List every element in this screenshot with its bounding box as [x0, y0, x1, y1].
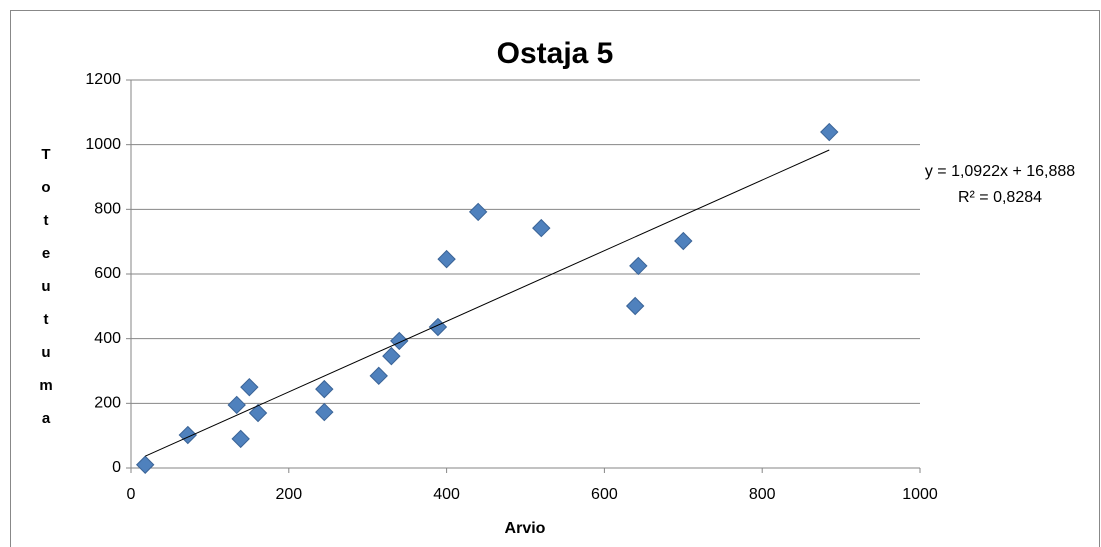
data-point — [437, 249, 456, 269]
data-point — [315, 379, 334, 399]
data-point — [382, 346, 401, 366]
data-point — [227, 395, 246, 415]
data-point — [390, 331, 409, 351]
y-tick-label: 0 — [112, 459, 121, 476]
y-tick-label: 1000 — [85, 136, 121, 153]
trendline-equation: y = 1,0922x + 16,888 — [925, 163, 1075, 180]
x-tick-label: 200 — [275, 486, 302, 503]
y-tick-label: 600 — [94, 265, 121, 282]
x-tick-label: 400 — [433, 486, 460, 503]
trendline — [144, 149, 830, 457]
y-tick-label: 200 — [94, 395, 121, 412]
chart-border — [10, 10, 1100, 547]
chart-title: Ostaja 5 — [497, 37, 614, 70]
x-tick-label: 1000 — [902, 486, 938, 503]
data-point — [629, 256, 648, 276]
data-point — [231, 429, 250, 449]
data-point — [468, 202, 488, 222]
x-tick-label: 600 — [591, 486, 618, 503]
data-point — [248, 403, 268, 423]
y-axis-label: Toteutuma — [38, 146, 55, 443]
trendline-r-squared: R² = 0,8284 — [958, 189, 1042, 206]
data-point — [674, 231, 693, 251]
data-point — [369, 366, 388, 386]
data-point — [532, 218, 551, 238]
y-tick-label: 400 — [94, 330, 121, 347]
y-tick-label: 1200 — [85, 71, 121, 88]
data-point — [820, 122, 839, 142]
x-axis-label: Arvio — [505, 520, 546, 537]
data-point — [625, 296, 645, 316]
y-tick-label: 800 — [94, 201, 121, 218]
data-point — [135, 455, 155, 474]
x-tick-label: 0 — [127, 486, 136, 503]
x-tick-label: 800 — [749, 486, 776, 503]
data-point — [240, 377, 259, 397]
data-point — [315, 402, 334, 422]
